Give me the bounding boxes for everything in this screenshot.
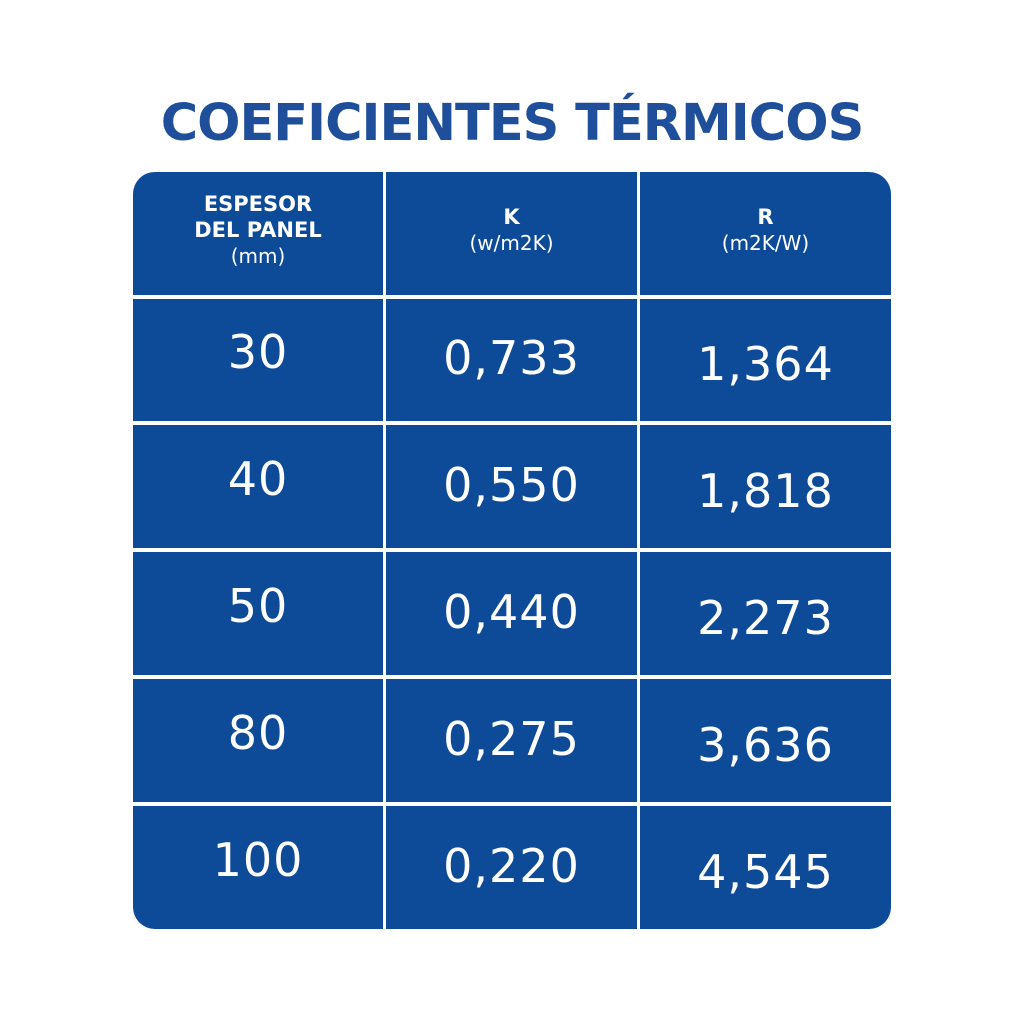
header-k: K (w/m2K): [386, 172, 637, 295]
k-value: 0,550: [443, 457, 580, 512]
header-r-label: R: [757, 204, 774, 229]
header-k-unit: (w/m2K): [469, 230, 554, 255]
table-cell-thickness: 50: [133, 552, 383, 675]
thickness-value: 30: [227, 325, 289, 379]
r-value: 1,818: [697, 463, 834, 518]
thermal-coefficients-table: ESPESOR DEL PANEL (mm) K (w/m2K) R (m2K/…: [133, 172, 891, 929]
table-cell-r: 1,818: [640, 425, 891, 548]
table-cell-thickness: 100: [133, 806, 383, 929]
table-cell-k: 0,275: [386, 679, 637, 802]
k-value: 0,733: [443, 331, 580, 385]
table-cell-thickness: 40: [133, 425, 383, 548]
table-cell-thickness: 80: [133, 679, 383, 802]
header-thickness-unit: (mm): [230, 243, 286, 268]
r-value: 3,636: [697, 717, 834, 772]
table-cell-r: 3,636: [640, 679, 891, 802]
table-cell-k: 0,440: [386, 552, 637, 675]
table-cell-r: 1,364: [640, 299, 891, 421]
table-cell-r: 4,545: [640, 806, 891, 929]
page-title: COEFICIENTES TÉRMICOS: [160, 94, 865, 153]
header-r-unit: (m2K/W): [721, 230, 810, 255]
thickness-value: 50: [227, 578, 289, 633]
r-value: 4,545: [697, 844, 834, 899]
table-cell-k: 0,733: [386, 299, 637, 421]
header-thickness: ESPESOR DEL PANEL (mm): [133, 172, 383, 295]
k-value: 0,275: [443, 711, 580, 766]
table-cell-r: 2,273: [640, 552, 891, 675]
thickness-value: 100: [212, 832, 304, 887]
header-r: R (m2K/W): [640, 172, 891, 295]
table-cell-thickness: 30: [133, 299, 383, 421]
table-cell-k: 0,220: [386, 806, 637, 929]
table-cell-k: 0,550: [386, 425, 637, 548]
header-k-label: K: [503, 204, 520, 229]
r-value: 2,273: [697, 590, 834, 645]
header-thickness-line2: DEL PANEL: [194, 217, 322, 242]
r-value: 1,364: [697, 337, 834, 391]
k-value: 0,440: [443, 584, 580, 639]
thickness-value: 40: [227, 451, 289, 506]
k-value: 0,220: [443, 838, 580, 893]
header-thickness-line1: ESPESOR: [203, 191, 313, 216]
thickness-value: 80: [227, 705, 289, 760]
